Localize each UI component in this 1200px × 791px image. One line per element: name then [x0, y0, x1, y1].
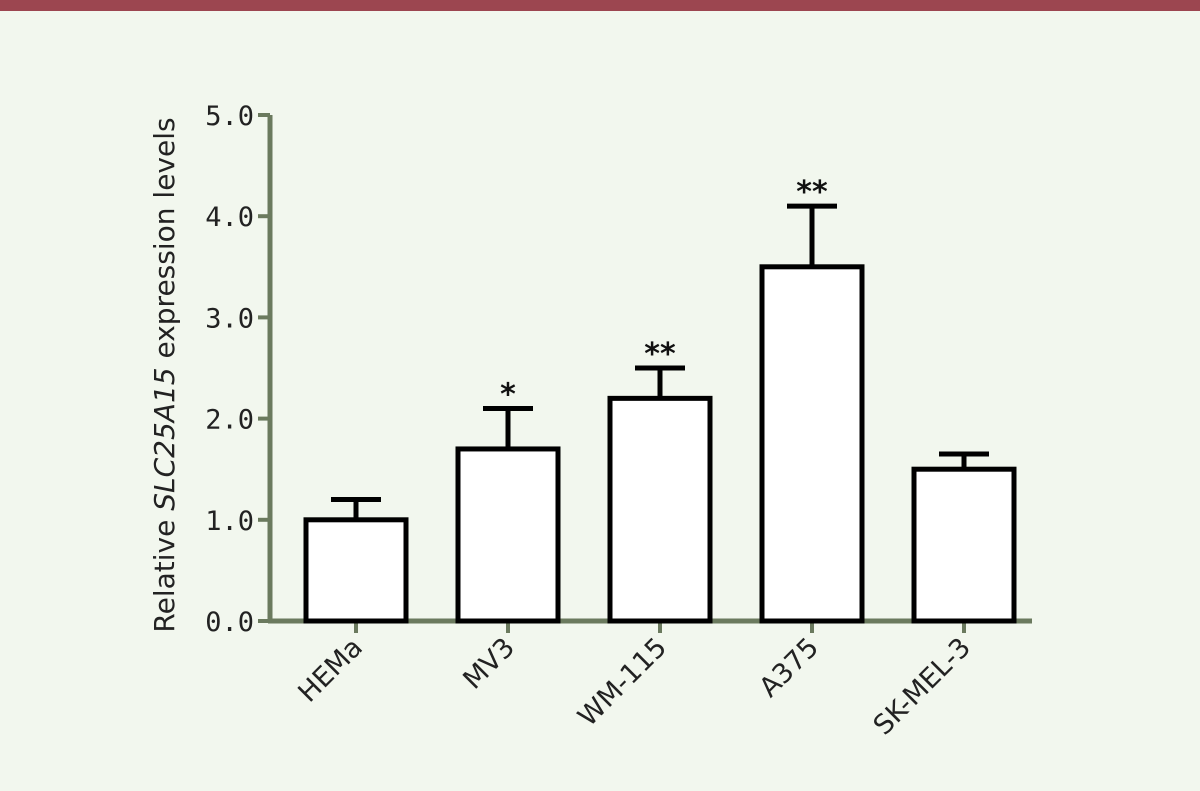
x-category-label: HEMa — [292, 632, 369, 709]
y-axis-label-suffix: expression levels — [148, 117, 181, 367]
y-axis-label-prefix: Relative — [148, 511, 181, 633]
significance-marker: * — [500, 377, 516, 412]
y-tick-label: 1.0 — [205, 506, 254, 537]
y-tick-label: 0.0 — [205, 607, 254, 638]
x-category-label: SK-MEL-3 — [868, 632, 977, 741]
y-axis-label: Relative SLC25A15 expression levels — [148, 117, 181, 632]
bars — [303, 264, 1017, 624]
x-category-label: MV3 — [457, 632, 521, 696]
significance-marker: ** — [796, 175, 828, 210]
bar — [607, 395, 713, 624]
y-tick-label: 2.0 — [205, 405, 254, 436]
y-tick-label: 5.0 — [205, 101, 254, 132]
error-bars — [331, 203, 989, 520]
y-axis-label-gene: SLC25A15 — [148, 367, 181, 510]
significance-marker: ** — [644, 337, 676, 372]
significance-markers: ***** — [500, 175, 828, 412]
bar — [911, 466, 1017, 624]
y-axis-ticks: 0.0 1.0 2.0 3.0 4.0 5.0 — [205, 101, 270, 638]
bar — [455, 446, 561, 624]
bar — [303, 517, 409, 624]
bar — [759, 264, 865, 624]
x-axis-labels: HEMa MV3 WM-115 A375 SK-MEL-3 — [292, 632, 977, 741]
y-tick-label: 3.0 — [205, 303, 254, 334]
y-tick-label: 4.0 — [205, 202, 254, 233]
x-category-label: A375 — [754, 632, 825, 703]
x-category-label: WM-115 — [572, 632, 673, 733]
top-accent-bar — [0, 0, 1200, 11]
